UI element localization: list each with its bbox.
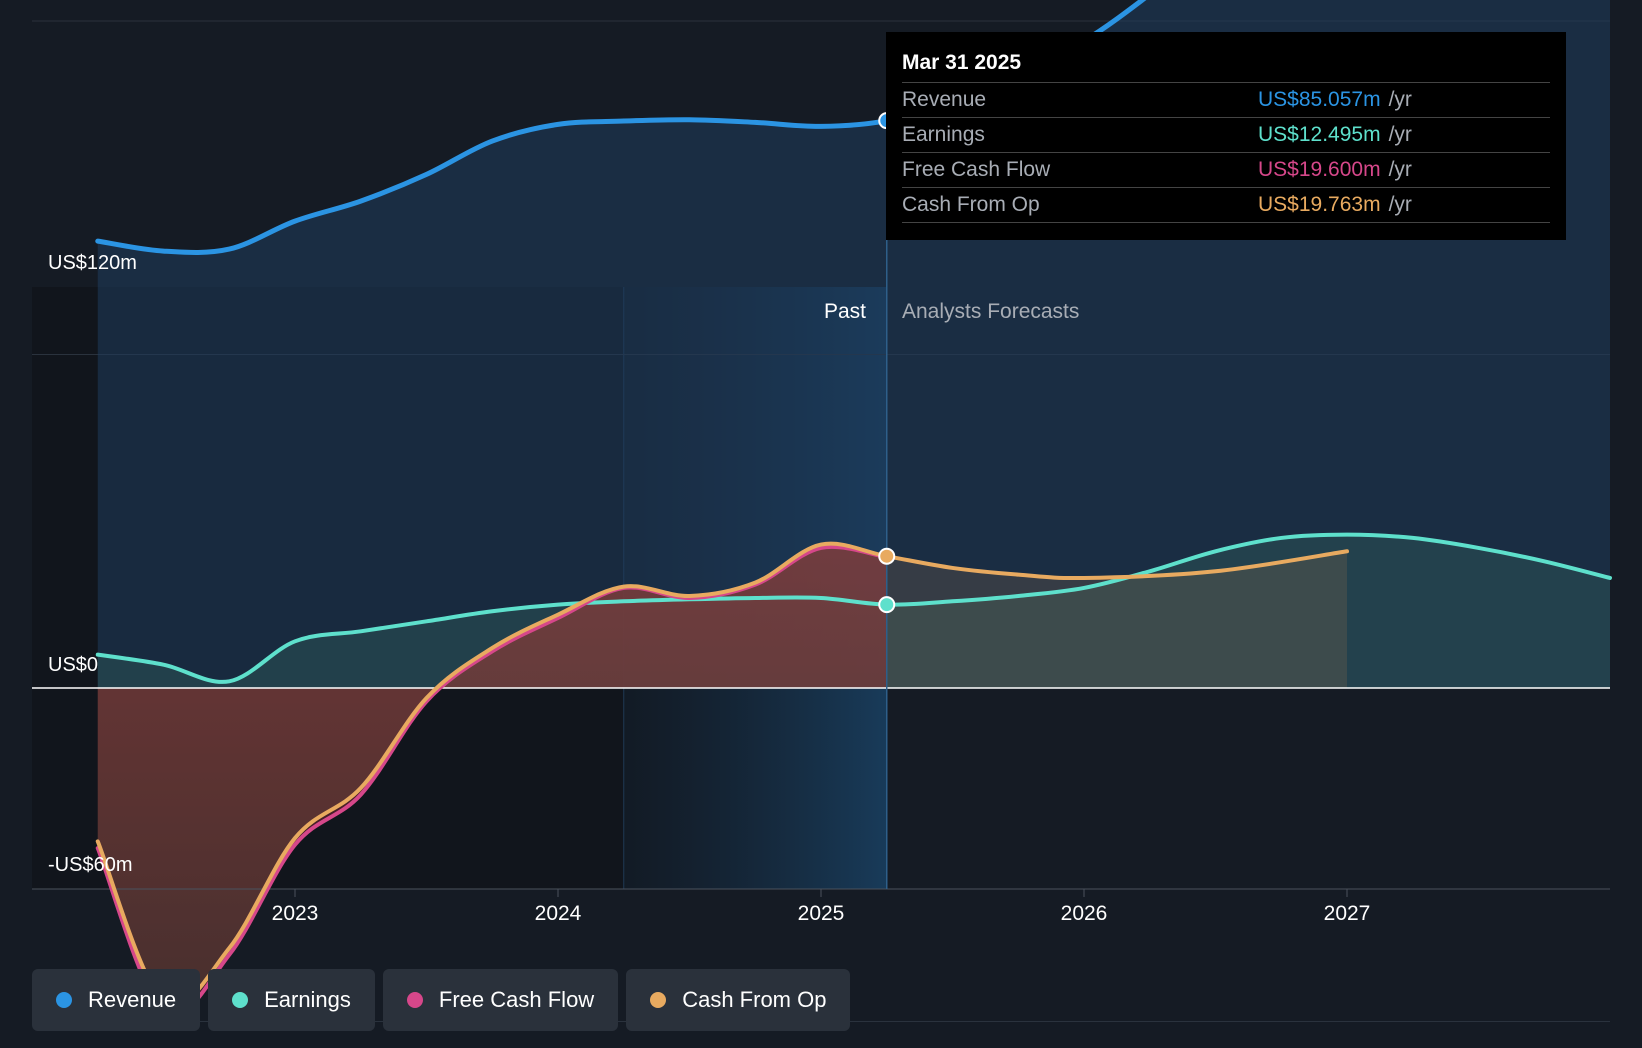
free-cash-flow-dot-icon	[406, 992, 423, 1008]
legend-label: Revenue	[88, 987, 177, 1012]
tooltip-row-cash-from-op: Cash From Op US$19.763m /yr	[902, 188, 1550, 223]
y-axis-zero-label: US$0	[48, 654, 99, 676]
x-tick-label: 2027	[1323, 902, 1371, 925]
tooltip-unit: /yr	[1388, 123, 1412, 146]
legend-label: Cash From Op	[682, 987, 827, 1012]
tooltip-value: US$19.763m	[1258, 193, 1381, 216]
tooltip-value: US$85.057m	[1258, 88, 1381, 111]
legend: Revenue Earnings Free Cash Flow Cash Fro…	[32, 969, 851, 1031]
x-tick-label: 2026	[1060, 902, 1108, 925]
tooltip-value: US$19.600m	[1258, 158, 1381, 181]
legend-item-cash-from-op[interactable]: Cash From Op	[626, 969, 851, 1031]
revenue-dot-icon	[56, 992, 72, 1008]
earnings-marker	[878, 596, 896, 614]
tooltip-unit: /yr	[1388, 88, 1412, 111]
tooltip-label: Cash From Op	[902, 193, 1040, 216]
x-tick-label: 2023	[271, 902, 319, 925]
legend-label: Free Cash Flow	[438, 987, 595, 1012]
tooltip: Mar 31 2025 Revenue US$85.057m /yr Earni…	[886, 32, 1566, 240]
forecast-label: Analysts Forecasts	[902, 300, 1080, 323]
tooltip-label: Free Cash Flow	[902, 158, 1051, 181]
tooltip-value: US$12.495m	[1258, 123, 1381, 146]
earnings-line	[95, 532, 1612, 684]
legend-item-free-cash-flow[interactable]: Free Cash Flow	[382, 969, 619, 1031]
cash-from-op-marker	[878, 547, 896, 565]
tooltip-row-free-cash-flow: Free Cash Flow US$19.600m /yr	[902, 153, 1550, 188]
legend-label: Earnings	[264, 987, 351, 1012]
x-tick-label: 2024	[534, 902, 582, 925]
tooltip-date: Mar 31 2025	[902, 46, 1550, 83]
tooltip-label: Revenue	[902, 88, 987, 111]
tooltip-unit: /yr	[1388, 193, 1412, 216]
x-tick-label: 2025	[797, 902, 845, 925]
cash-from-op-line	[95, 541, 1349, 1008]
tooltip-unit: /yr	[1388, 158, 1412, 181]
past-label: Past	[824, 300, 867, 323]
revenue-line	[95, 0, 1147, 255]
tooltip-row-earnings: Earnings US$12.495m /yr	[902, 118, 1550, 153]
tooltip-label: Earnings	[902, 123, 985, 146]
legend-item-earnings[interactable]: Earnings	[208, 969, 375, 1031]
free-cash-flow-area	[97, 546, 887, 1016]
cash-from-op-dot-icon	[650, 992, 667, 1008]
y-axis-top-label: US$120m	[48, 252, 137, 274]
y-axis-bottom-label: -US$60m	[48, 854, 133, 876]
legend-item-revenue[interactable]: Revenue	[32, 969, 201, 1031]
tooltip-row-revenue: Revenue US$85.057m /yr	[902, 83, 1550, 118]
cash-from-op-area	[97, 543, 1347, 1006]
earnings-dot-icon	[232, 992, 249, 1008]
